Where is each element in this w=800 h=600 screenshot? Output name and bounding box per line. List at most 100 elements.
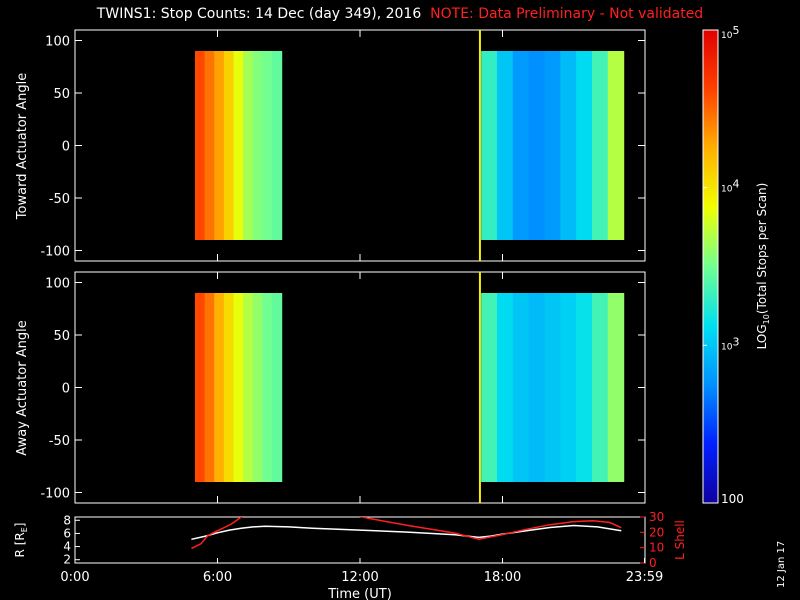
orbit-ytick-label: 4 — [63, 540, 71, 554]
toward-heat-cell — [214, 51, 225, 240]
colorbar-tick-exponent: 4 — [732, 178, 739, 191]
away-heat-cell — [576, 293, 593, 482]
away-heat-cell — [194, 293, 206, 482]
away-heatmap — [194, 272, 625, 503]
colorbar-tick-label: 100 — [721, 492, 744, 506]
away-heat-cell — [544, 293, 561, 482]
time-tick-label: 23:59 — [626, 570, 663, 585]
time-tick-label: 0:00 — [60, 570, 89, 585]
away-heat-cell — [223, 293, 235, 482]
colorbar-label: LOG10(Total Stops per Scan) — [755, 183, 771, 350]
toward-heat-cell — [512, 51, 530, 240]
away-heat-cell — [607, 293, 625, 482]
away-y-axis-label: Away Actuator Angle — [15, 320, 30, 455]
toward-heat-cell — [481, 51, 498, 240]
toward-heat-cell — [233, 51, 244, 240]
orbit-y2tick-label: 20 — [649, 525, 664, 539]
toward-heat-cell — [576, 51, 593, 240]
colorbar-bar — [702, 29, 719, 504]
colorbar-tick-exponent: 3 — [732, 335, 739, 348]
l-shell-line — [191, 517, 622, 550]
toward-heat-cell — [271, 51, 283, 240]
toward-heatmap — [194, 30, 625, 261]
toward-heat-cell — [243, 51, 254, 240]
toward-heat-cell — [262, 51, 273, 240]
r-label-sub: E — [20, 527, 29, 532]
toward-angle-panel: 100 50 0 -50 -100 Toward Actuator Angle — [15, 29, 646, 262]
away-y-axis: 100 50 0 -50 -100 — [40, 277, 645, 502]
away-heat-cell — [271, 293, 283, 482]
toward-y-axis: 100 50 0 -50 -100 — [40, 35, 645, 260]
time-axis-label: Time (UT) — [327, 587, 392, 600]
time-tick-label: 18:00 — [484, 570, 521, 585]
colorbar-label-suffix: (Total Stops per Scan) — [755, 183, 769, 314]
away-x-axis — [74, 272, 646, 503]
away-ytick-label: 50 — [53, 329, 70, 344]
toward-heat-cell — [223, 51, 235, 240]
colorbar-tick-label: 105 — [721, 24, 739, 41]
colorbar-label-sub: 10 — [762, 314, 771, 324]
toward-heat-cell — [607, 51, 625, 240]
away-angle-panel: 100 50 0 -50 -100 Away Actuator Angle — [15, 271, 646, 504]
colorbar-tick-base: 10 — [721, 31, 733, 41]
colorbar-tick-base: 100 — [721, 492, 744, 506]
away-ytick-label: -100 — [40, 487, 70, 502]
toward-x-axis — [74, 30, 646, 261]
away-heat-cell — [560, 293, 577, 482]
orbit-ytick-label: 2 — [63, 553, 71, 567]
r-label-end: ] — [13, 523, 27, 528]
colorbar-tick-label: 103 — [721, 335, 739, 352]
orbit-y2-axis-label: L Shell — [673, 520, 687, 560]
toward-ytick-label: -50 — [49, 192, 70, 207]
toward-y-axis-label: Toward Actuator Angle — [15, 73, 30, 220]
colorbar-tick-base: 10 — [721, 342, 733, 352]
colorbar-tick-label: 104 — [721, 178, 739, 195]
toward-ytick-label: 100 — [45, 35, 70, 50]
away-heat-cell — [591, 293, 609, 482]
orbit-time-axis: 0:00 6:00 12:00 18:00 23:59 — [60, 558, 663, 585]
orbit-y-axis-label: R [RE] — [13, 523, 29, 558]
toward-heat-cell — [560, 51, 577, 240]
orbit-lines — [191, 517, 622, 550]
toward-ytick-label: -100 — [40, 245, 70, 260]
r-label-text: R [R — [13, 532, 27, 557]
away-heat-cell — [528, 293, 546, 482]
colorbar-tick-exponent: 5 — [732, 24, 739, 37]
colorbar-tick-base: 10 — [721, 185, 733, 195]
toward-heat-cell — [204, 51, 215, 240]
toward-ytick-label: 0 — [62, 140, 70, 155]
title-note: NOTE: Data Preliminary - Not validated — [430, 6, 704, 22]
toward-heat-cell — [544, 51, 561, 240]
away-heat-cell — [512, 293, 530, 482]
toward-heat-cell — [252, 51, 263, 240]
away-heat-cell — [481, 293, 498, 482]
toward-heat-cell — [528, 51, 546, 240]
away-heat-cell — [252, 293, 263, 482]
away-ytick-label: -50 — [49, 434, 70, 449]
title-main: TWINS1: Stop Counts: 14 Dec (day 349), 2… — [96, 6, 422, 22]
orbit-y2tick-label: 10 — [649, 541, 664, 555]
toward-heat-cell — [591, 51, 609, 240]
away-heat-cell — [262, 293, 273, 482]
time-tick-label: 12:00 — [341, 570, 378, 585]
away-ytick-label: 100 — [45, 277, 70, 292]
orbit-ytick-label: 8 — [63, 513, 71, 527]
colorbar-label-prefix: LOG — [755, 324, 769, 349]
away-heat-cell — [243, 293, 254, 482]
toward-ytick-label: 50 — [53, 87, 70, 102]
orbit-ytick-label: 6 — [63, 526, 71, 540]
time-tick-label: 6:00 — [203, 570, 232, 585]
orbit-y2tick-label: 30 — [649, 510, 664, 524]
toward-heat-cell — [194, 51, 206, 240]
toward-heat-cell — [496, 51, 514, 240]
r-distance-line — [191, 524, 622, 541]
orbit-y2tick-label: 0 — [649, 556, 657, 570]
away-heat-cell — [496, 293, 514, 482]
away-heat-cell — [214, 293, 225, 482]
away-ytick-label: 0 — [62, 382, 70, 397]
